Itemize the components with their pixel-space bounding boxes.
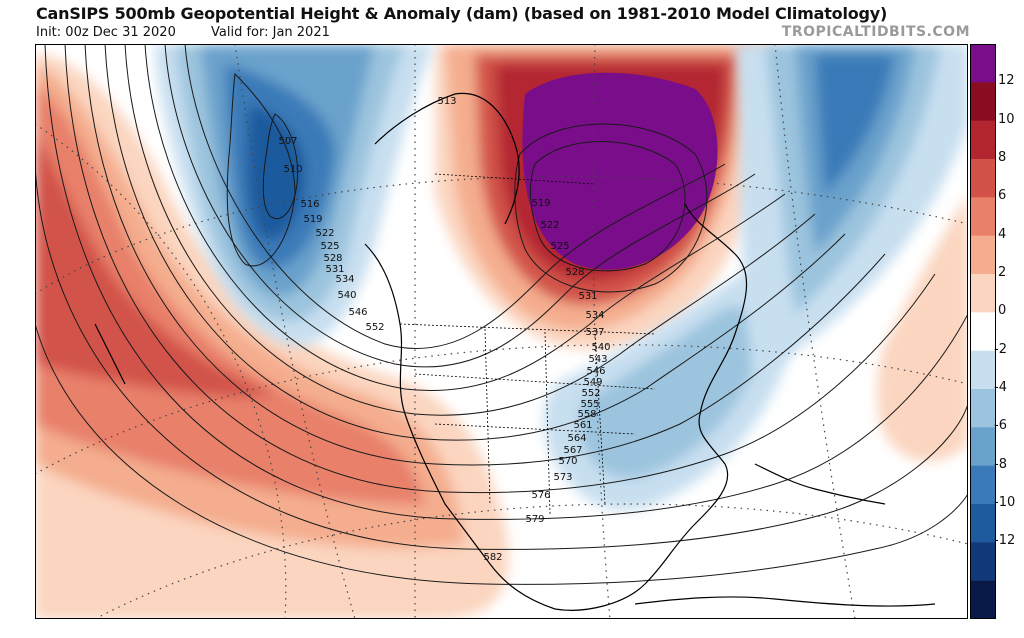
contour-label: 552 — [581, 388, 600, 399]
colorbar-tick-label: -2 — [994, 341, 1007, 357]
contour-label: 507 — [278, 136, 297, 147]
contour-label: 579 — [525, 514, 544, 525]
negative-anomaly-atlantic — [735, 44, 968, 374]
contour-label: 561 — [573, 420, 592, 431]
colorbar-tick-label: -4 — [994, 380, 1007, 395]
contour-label: 510 — [283, 164, 302, 175]
height-contours — [35, 44, 968, 585]
contour-label: 549 — [583, 377, 602, 388]
max-anomaly-core — [522, 72, 718, 270]
colorbar-segment — [970, 389, 996, 428]
colorbar-tick-label: 6 — [998, 188, 1007, 204]
positive-anomaly-mid-atlantic — [877, 194, 968, 462]
contour-label: 519 — [303, 214, 322, 225]
contour-label: 534 — [585, 310, 604, 321]
contour-label: 537 — [585, 327, 604, 338]
contour-label: 513 — [437, 96, 456, 107]
contour-label: 564 — [567, 433, 586, 444]
colorbar-segment — [970, 427, 996, 467]
valid-time: Valid for: Jan 2021 — [211, 25, 330, 40]
colorbar-segment — [970, 44, 996, 83]
contour-label: 552 — [365, 322, 384, 333]
colorbar-segment — [970, 120, 996, 160]
anomaly-map: 513 507 510 516 519 522 525 528 531 534 … — [35, 44, 968, 619]
site-brand: TROPICALTIDBITS.COM — [781, 24, 970, 40]
contour-label: 540 — [337, 290, 356, 301]
colorbar-segment — [970, 197, 996, 237]
colorbar-tick-label: -12 — [994, 533, 1016, 549]
contour-label: 546 — [586, 366, 605, 377]
colorbar-segment — [970, 542, 996, 582]
contour-label: 528 — [565, 267, 584, 278]
colorbar-segment — [970, 580, 996, 619]
contour-label: 528 — [323, 253, 342, 264]
contour-label: 570 — [558, 456, 577, 467]
colorbar-tick-label: 10 — [998, 111, 1015, 127]
colorbar-segment — [970, 235, 996, 275]
contour-label: 534 — [335, 274, 354, 285]
contour-label: 540 — [591, 342, 610, 353]
contour-label: 576 — [531, 490, 550, 501]
contour-label: 519 — [531, 198, 550, 209]
colorbar-tick-label: 2 — [998, 265, 1007, 280]
chart-title: CanSIPS 500mb Geopotential Height & Anom… — [36, 4, 888, 23]
colorbar-tick-label: -6 — [994, 418, 1007, 434]
anomaly-colorbar — [970, 44, 996, 619]
contour-label: 531 — [578, 291, 597, 302]
init-time: Init: 00z Dec 31 2020 — [36, 25, 176, 40]
contour-label: 555 — [580, 399, 599, 410]
colorbar-tick-label: -8 — [994, 456, 1007, 472]
colorbar-segment — [970, 159, 996, 198]
colorbar-segment — [970, 350, 996, 390]
contour-label: 567 — [563, 445, 582, 456]
contour-label: 573 — [553, 472, 572, 483]
colorbar-tick-label: 8 — [998, 150, 1007, 165]
colorbar-segment — [970, 465, 996, 505]
colorbar-segment — [970, 504, 996, 543]
negative-anomaly-east-us — [543, 272, 797, 511]
colorbar-segment — [970, 312, 996, 352]
colorbar-segment — [970, 82, 996, 122]
state-borders — [399, 173, 656, 515]
colorbar-segment — [970, 274, 996, 313]
contour-label: 582 — [483, 552, 502, 563]
contour-label: 516 — [300, 199, 319, 210]
colorbar-tick-label: -10 — [994, 495, 1016, 510]
colorbar-tick-label: 12 — [998, 73, 1015, 89]
contour-label: 546 — [348, 307, 367, 318]
graticule — [35, 44, 968, 619]
contour-label: 522 — [540, 220, 559, 231]
contour-label: 525 — [320, 241, 339, 252]
contour-label: 522 — [315, 228, 334, 239]
contour-label: 531 — [325, 264, 344, 275]
contour-label: 543 — [588, 354, 607, 365]
contour-label: 525 — [550, 241, 569, 252]
colorbar-tick-label: 0 — [998, 303, 1007, 319]
contour-label: 558 — [577, 409, 596, 420]
colorbar-tick-label: 4 — [998, 226, 1007, 242]
coastlines — [94, 92, 936, 611]
